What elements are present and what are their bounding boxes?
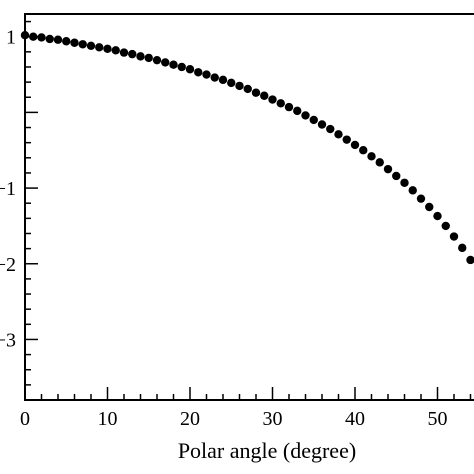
- data-point: [62, 37, 71, 46]
- data-point: [119, 48, 129, 57]
- y-tick-label: −2: [0, 254, 16, 276]
- data-point: [449, 232, 459, 241]
- data-point: [458, 243, 467, 253]
- data-point: [70, 38, 79, 47]
- data-point: [194, 68, 203, 77]
- data-point: [136, 52, 145, 61]
- x-tick-label: 40: [345, 408, 365, 430]
- y-axis-tick-labels: 1 −1 −2 −3: [0, 27, 16, 352]
- data-point: [260, 91, 269, 100]
- data-point: [53, 35, 63, 44]
- x-tick-label: 20: [180, 408, 200, 430]
- data-point: [37, 33, 46, 42]
- data-point: [301, 111, 310, 120]
- x-axis-label: Polar angle (degree): [178, 438, 356, 463]
- x-axis-ticks: [24, 387, 472, 400]
- data-point: [293, 106, 302, 116]
- data-point: [177, 62, 186, 72]
- data-point: [433, 211, 442, 221]
- x-tick-label: 30: [263, 408, 283, 430]
- data-point: [284, 102, 294, 112]
- data-point: [86, 41, 96, 50]
- data-point: [111, 46, 120, 55]
- data-point: [326, 124, 335, 134]
- data-point: [416, 194, 426, 203]
- data-point: [408, 186, 417, 195]
- data-point: [334, 130, 343, 139]
- data-point: [218, 75, 228, 85]
- data-point: [20, 30, 30, 40]
- data-point: [392, 171, 401, 181]
- data-point: [441, 221, 450, 231]
- y-tick-label: −1: [0, 178, 16, 200]
- data-point: [466, 255, 474, 265]
- data-point: [78, 40, 87, 49]
- y-tick-label: 1: [6, 27, 16, 49]
- data-point: [243, 84, 252, 94]
- data-point: [276, 99, 285, 108]
- data-point: [210, 73, 219, 82]
- data-point: [359, 146, 368, 155]
- data-point: [128, 49, 137, 59]
- data-point: [425, 202, 434, 212]
- data-point: [383, 164, 393, 174]
- data-point: [169, 60, 178, 69]
- data-point: [400, 178, 409, 187]
- data-point: [29, 32, 38, 41]
- data-point: [268, 95, 277, 104]
- data-point: [317, 120, 327, 129]
- data-point: [309, 115, 318, 125]
- data-point: [185, 65, 195, 74]
- x-tick-label: 10: [98, 408, 118, 430]
- x-axis-tick-labels: 0 10 20 30 40 50: [20, 408, 448, 430]
- x-tick-label: 0: [20, 408, 30, 430]
- y-axis-ticks: [25, 20, 38, 401]
- data-point: [235, 81, 244, 91]
- y-tick-label: −3: [0, 329, 16, 351]
- plot-frame: [24, 13, 474, 401]
- data-point: [144, 53, 153, 63]
- data-point: [161, 58, 170, 67]
- data-point: [350, 140, 360, 150]
- data-points: [20, 30, 474, 265]
- data-point: [342, 135, 351, 144]
- data-point: [375, 158, 384, 167]
- data-point: [202, 70, 211, 79]
- data-point: [227, 78, 236, 88]
- data-point: [95, 43, 104, 52]
- data-point: [152, 55, 162, 65]
- data-point: [45, 34, 54, 44]
- data-point: [251, 88, 261, 97]
- data-point: [367, 152, 376, 161]
- data-point: [103, 44, 112, 54]
- x-tick-label: 50: [428, 408, 448, 430]
